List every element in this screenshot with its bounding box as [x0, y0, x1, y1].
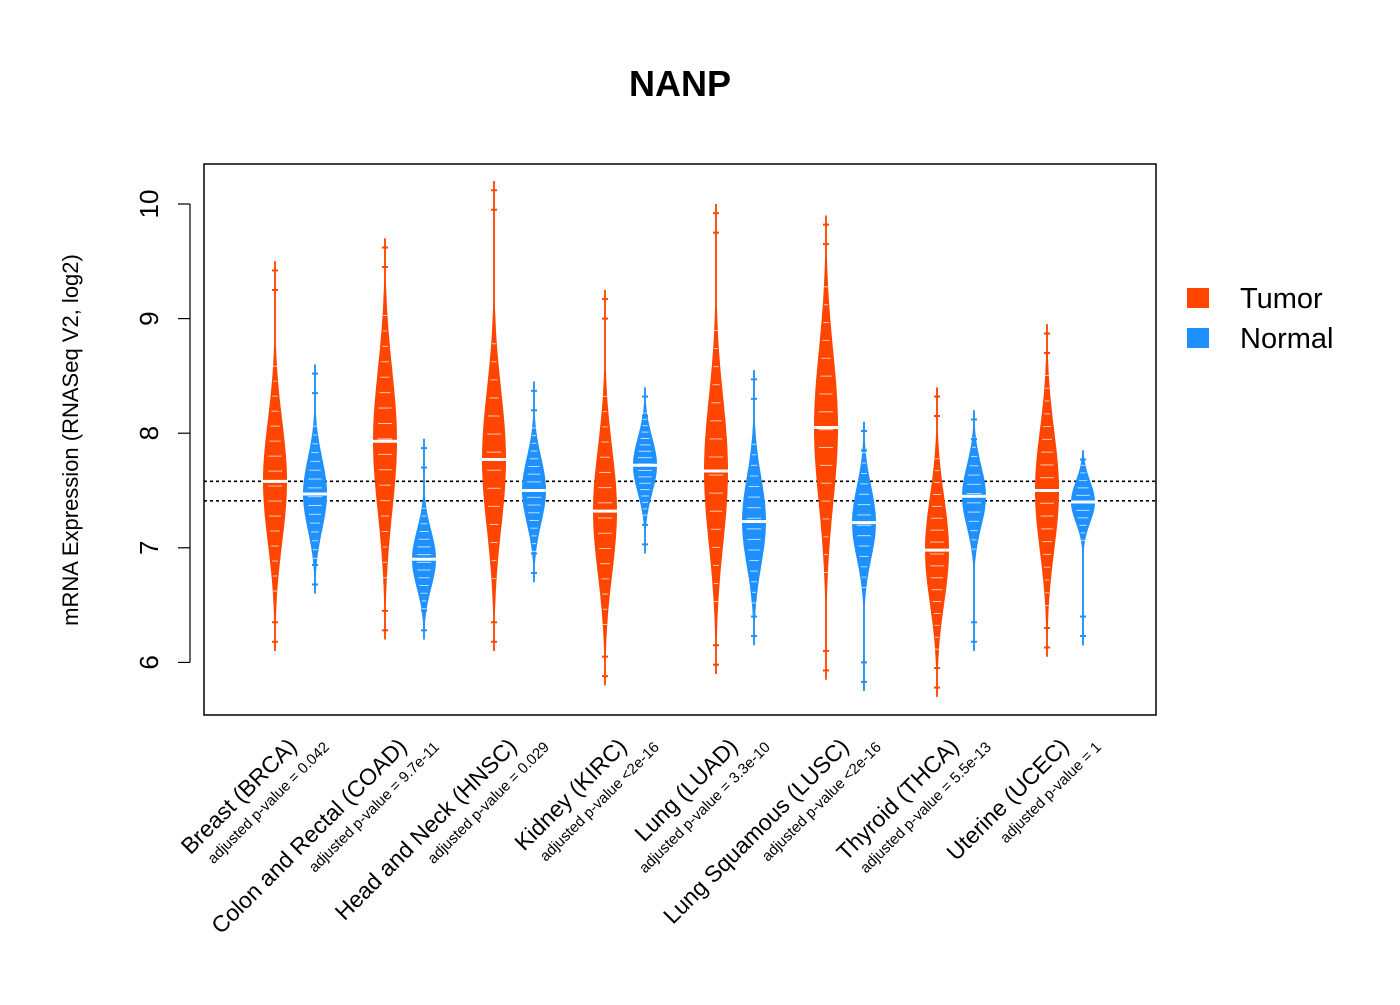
normal-violin: [962, 410, 986, 651]
y-tick-label: 10: [134, 190, 164, 219]
legend-swatch-normal: [1187, 328, 1209, 348]
normal-violin: [412, 438, 436, 640]
tumor-violin: [263, 261, 287, 651]
tumor-violin: [925, 387, 949, 697]
tumor-violin: [593, 289, 617, 686]
tumor-violin: [373, 238, 397, 640]
tumor-violin: [1035, 324, 1059, 657]
y-axis-label: mRNA Expression (RNASeq V2, log2): [58, 254, 83, 626]
legend-swatch-tumor: [1187, 288, 1209, 308]
normal-violin: [1071, 450, 1095, 646]
tumor-violin: [704, 204, 728, 674]
legend-label-tumor: Tumor: [1240, 283, 1323, 315]
tumor-violin: [814, 215, 838, 680]
normal-violin: [742, 370, 766, 646]
normal-violin: [633, 387, 657, 554]
normal-violin: [522, 381, 546, 583]
y-tick-label: 9: [134, 311, 164, 325]
y-tick-label: 8: [134, 426, 164, 440]
normal-violin: [303, 364, 327, 594]
y-tick-label: 7: [134, 541, 164, 555]
plot-frame: [203, 163, 1157, 716]
chart-title: NANP: [629, 63, 731, 104]
legend-label-normal: Normal: [1240, 323, 1333, 355]
tumor-violin: [482, 181, 506, 651]
y-tick-label: 6: [134, 655, 164, 669]
normal-violin: [852, 421, 876, 692]
